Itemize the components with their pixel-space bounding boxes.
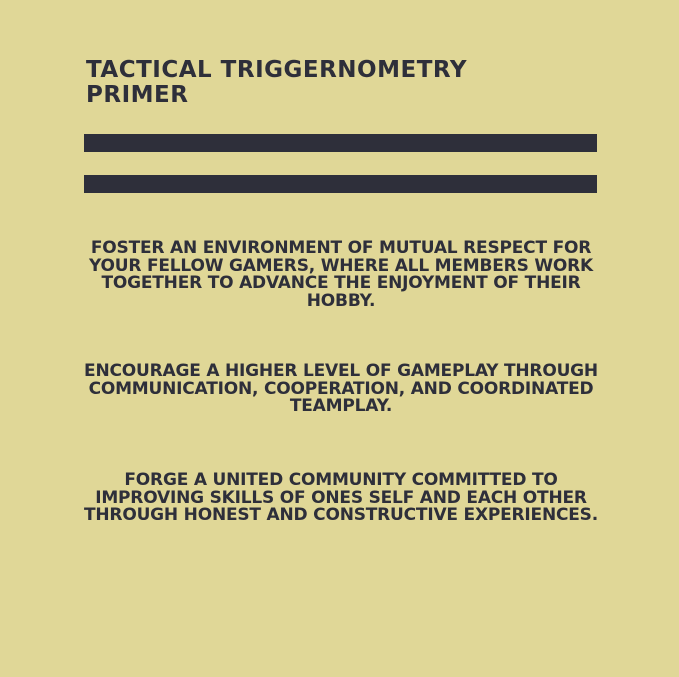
mission-paragraph-community: FORGE A UNITED COMMUNITY COMMITTED TO IM… (84, 470, 598, 525)
page-title: TACTICAL TRIGGERNOMETRY PRIMER (86, 57, 468, 108)
mission-paragraph-respect: FOSTER AN ENVIRONMENT OF MUTUAL RESPECT … (88, 238, 594, 311)
divider-bar-top (84, 134, 597, 152)
mission-paragraph-gameplay: ENCOURAGE A HIGHER LEVEL OF GAMEPLAY THR… (84, 361, 598, 416)
divider-bar-bottom (84, 175, 597, 193)
